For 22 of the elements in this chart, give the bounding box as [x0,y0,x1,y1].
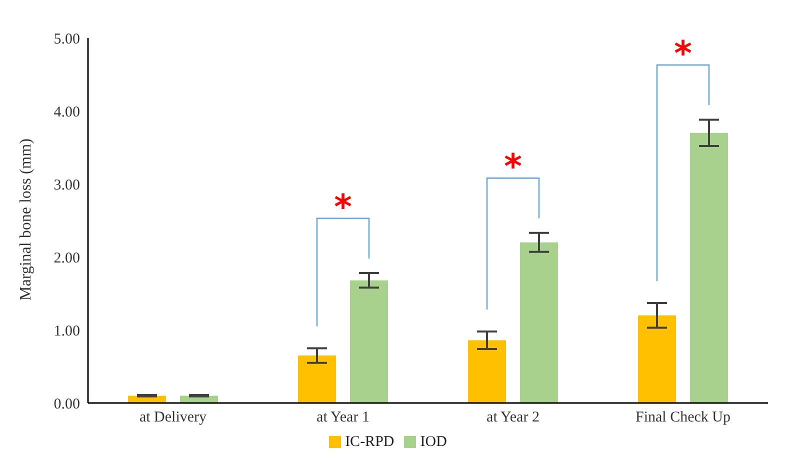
x-tick-label: at Delivery [139,410,208,426]
bar [298,356,336,403]
x-tick-label: Final Check Up [636,410,730,426]
y-tick-label: 2.00 [54,250,80,266]
bar [350,280,388,403]
legend-label: IOD [420,434,447,450]
x-tick-label: at Year 1 [316,410,370,426]
y-tick-label: 4.00 [54,104,80,120]
bar [520,242,558,403]
y-axis-title: Marginal bone loss (mm) [18,138,35,300]
y-tick-label: 1.00 [54,323,80,340]
annotation: * [504,147,522,188]
legend-label: IC-RPD [345,434,394,450]
bar [638,315,676,403]
annotation: * [334,187,352,228]
x-tick-label: at Year 2 [486,410,540,426]
bar [690,132,728,403]
y-tick-label: 5.00 [54,31,80,48]
y-tick-label: 0.00 [54,396,80,412]
bar [468,340,506,403]
annotation: * [674,34,692,74]
y-tick-label: 3.00 [54,177,80,194]
